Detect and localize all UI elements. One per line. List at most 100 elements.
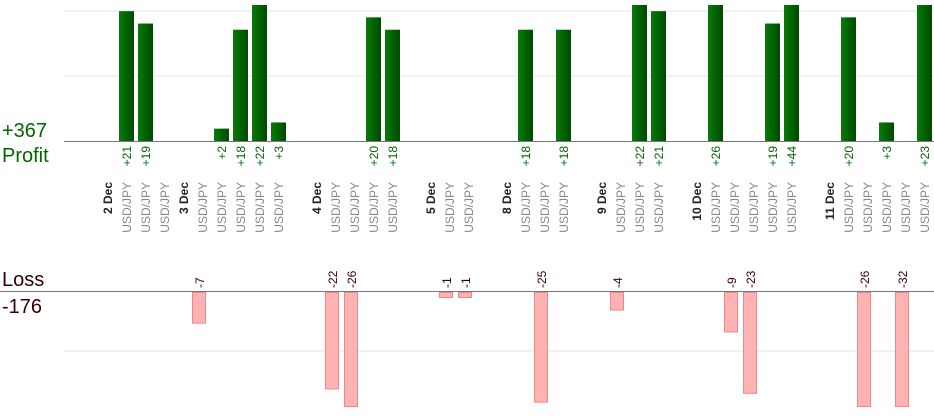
pair-label: USD/JPY [367, 182, 381, 233]
loss-bar [458, 292, 472, 298]
profit-bar [917, 5, 932, 141]
profit-bar [784, 5, 799, 141]
profit-value-label: +21 [120, 146, 134, 167]
pair-label: USD/JPY [918, 182, 932, 233]
loss-bar [724, 292, 738, 333]
category-labels: 2 Dec USD/JPY USD/JPY USD/JPY 3 Dec USD/JPY US… [101, 182, 932, 233]
loss-bar [743, 292, 757, 394]
profit-bar [271, 122, 286, 141]
pair-label: USD/JPY [272, 182, 286, 233]
pair-label: USD/JPY [519, 182, 533, 233]
loss-value-label: -1 [459, 277, 473, 288]
profit-bar [138, 23, 153, 141]
loss-bar [534, 292, 548, 403]
profit-bar [366, 17, 381, 142]
profit-bar [651, 11, 666, 141]
profit-bar [765, 23, 780, 141]
profit-value-label: +18 [386, 146, 400, 167]
profit-bar [252, 5, 267, 141]
date-label: 10 Dec [690, 182, 704, 221]
loss-bar [610, 292, 624, 311]
loss-value-label: -25 [535, 270, 549, 288]
profit-bar [556, 29, 571, 141]
pair-label: USD/JPY [842, 182, 856, 233]
profit-value-label: +19 [766, 146, 780, 167]
loss-bar [857, 292, 871, 407]
loss-value-label: -22 [326, 270, 340, 288]
profit-value-label: +20 [367, 146, 381, 167]
pair-label: USD/JPY [557, 182, 571, 233]
profit-value-label: +44 [785, 146, 799, 167]
pair-label: USD/JPY [899, 182, 913, 233]
pair-label: USD/JPY [728, 182, 742, 233]
loss-value-label: -4 [611, 277, 625, 288]
pair-label: USD/JPY [785, 182, 799, 233]
date-label: 2 Dec [101, 182, 115, 214]
profit-value-label: +3 [272, 146, 286, 160]
pair-label: USD/JPY [158, 182, 172, 233]
profit-value-label: +20 [842, 146, 856, 167]
profit-value-label: +2 [215, 146, 229, 160]
pair-label: USD/JPY [196, 182, 210, 233]
loss-value-label: -7 [193, 277, 207, 288]
profit-bar [233, 29, 248, 141]
date-label: 9 Dec [595, 182, 609, 214]
loss-bar [325, 292, 339, 390]
profit-bar [632, 5, 647, 141]
profit-series [119, 5, 932, 142]
pair-label: USD/JPY [538, 182, 552, 233]
profit-total: +367 [2, 120, 48, 142]
pair-label: USD/JPY [253, 182, 267, 233]
pair-label: USD/JPY [747, 182, 761, 233]
loss-value-label: -23 [744, 270, 758, 288]
date-label: 3 Dec [177, 182, 191, 214]
loss-label: Loss [2, 269, 45, 291]
loss-bar [344, 292, 358, 407]
profit-bar [518, 29, 533, 141]
profit-bar [385, 29, 400, 141]
loss-bar [192, 292, 206, 324]
pair-label: USD/JPY [462, 182, 476, 233]
profit-value-label: +22 [633, 146, 647, 167]
pair-label: USD/JPY [386, 182, 400, 233]
loss-value-label: -26 [345, 270, 359, 288]
profit-bar [841, 17, 856, 142]
profit-value-label: +23 [918, 146, 932, 167]
profit-bar [708, 5, 723, 141]
profit-bar [119, 11, 134, 141]
profit-bar [879, 122, 894, 141]
pair-label: USD/JPY [139, 182, 153, 233]
date-label: 8 Dec [500, 182, 514, 214]
loss-value-label: -1 [440, 277, 454, 288]
loss-value-label: -9 [725, 277, 739, 288]
loss-series [192, 292, 909, 407]
loss-bar [439, 292, 453, 298]
profit-value-label: +18 [519, 146, 533, 167]
pair-label: USD/JPY [633, 182, 647, 233]
profit-value-label: +18 [557, 146, 571, 167]
loss-value-label: -32 [896, 270, 910, 288]
pair-label: USD/JPY [443, 182, 457, 233]
profit-value-label: +19 [139, 146, 153, 167]
pair-label: USD/JPY [766, 182, 780, 233]
value-labels: +21 +19 -7 +2 +18 +22 +3 -22 -26 +20 +18 -1 -1 +18 -25… [120, 146, 932, 288]
pair-label: USD/JPY [215, 182, 229, 233]
profit-bar [214, 128, 229, 141]
date-label: 5 Dec [424, 182, 438, 214]
loss-value-label: -26 [858, 270, 872, 288]
profit-value-label: +21 [652, 146, 666, 167]
pair-label: USD/JPY [329, 182, 343, 233]
profit-label: Profit [2, 145, 49, 167]
pair-label: USD/JPY [120, 182, 134, 233]
pair-label: USD/JPY [652, 182, 666, 233]
date-label: 11 Dec [823, 182, 837, 220]
profit-value-label: +3 [880, 146, 894, 160]
loss-total: -176 [2, 296, 43, 318]
pair-label: USD/JPY [614, 182, 628, 233]
profit-value-label: +18 [234, 146, 248, 167]
profit-value-label: +22 [253, 146, 267, 167]
pair-label: USD/JPY [234, 182, 248, 233]
date-label: 4 Dec [310, 182, 324, 214]
pair-label: USD/JPY [861, 182, 875, 233]
